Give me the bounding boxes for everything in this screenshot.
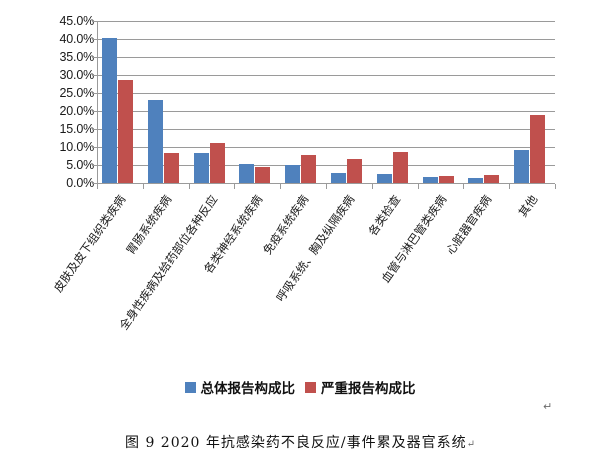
bar-group[interactable]: [189, 0, 235, 183]
x-axis-tick: [509, 184, 510, 189]
x-axis-category-label: 胃肠系统疾病: [124, 193, 174, 258]
bar-group[interactable]: [463, 0, 509, 183]
gridline: [97, 165, 555, 166]
x-axis-line: [97, 183, 555, 184]
x-axis-category-label: 皮肤及皮下组织类疾病: [52, 193, 129, 295]
figure-caption: 图 9 2020 年抗感染药不良反应/事件累及器官系统↵: [0, 432, 600, 452]
bar-total[interactable]: [285, 165, 301, 183]
bar-total[interactable]: [376, 174, 392, 183]
gridline: [97, 111, 555, 112]
bar-total[interactable]: [239, 163, 255, 183]
bar-total[interactable]: [514, 149, 530, 183]
y-axis-tick: [92, 183, 97, 184]
bar-serious[interactable]: [301, 154, 317, 183]
y-axis-tick-label: 25.0%: [59, 86, 95, 100]
y-axis-tick-label: 10.0%: [59, 140, 95, 154]
bar-serious[interactable]: [484, 174, 500, 183]
x-axis-tick: [463, 184, 464, 189]
y-axis-tick: [92, 39, 97, 40]
y-axis-tick-label: 5.0%: [66, 158, 94, 172]
bar-group[interactable]: [234, 0, 280, 183]
x-axis-category-label: 心脏器官疾病: [445, 193, 495, 258]
y-axis-tick-label: 0.0%: [66, 176, 94, 190]
y-axis-tick: [92, 57, 97, 58]
bar-total[interactable]: [422, 176, 438, 183]
bar-serious[interactable]: [255, 167, 271, 183]
x-axis-category-label: 其他: [517, 193, 541, 220]
gridline: [97, 39, 555, 40]
y-axis-tick-label: 45.0%: [59, 14, 95, 28]
y-axis-tick: [92, 21, 97, 22]
y-axis-line: [97, 21, 98, 184]
legend-label-serious: 严重报告构成比: [321, 381, 416, 396]
bar-group[interactable]: [372, 0, 418, 183]
bar-serious[interactable]: [163, 153, 179, 183]
x-axis-tick: [280, 184, 281, 189]
bar-serious[interactable]: [118, 79, 133, 183]
y-axis-labels: 0.0% 5.0% 10.0% 15.0% 20.0% 25.0% 30.0% 35.0% 40…: [38, 0, 95, 200]
caption-return-icon: ↵: [466, 439, 475, 450]
x-axis-category-label: 呼吸系统、胸及纵隔疾病: [274, 193, 358, 305]
x-axis-tick: [97, 184, 98, 189]
bar-serious[interactable]: [347, 158, 362, 183]
gridline: [97, 93, 555, 94]
chart-plot-area: 0.0% 5.0% 10.0% 15.0% 20.0% 25.0% 30.0% 35.0% 40…: [0, 0, 600, 332]
legend-item-serious: 严重报告构成比: [305, 377, 416, 397]
bar-serious[interactable]: [392, 152, 408, 183]
gridline: [97, 147, 555, 148]
gridline: [97, 57, 555, 58]
y-axis-tick: [92, 111, 97, 112]
bar-serious[interactable]: [530, 115, 546, 183]
bar-group[interactable]: [418, 0, 464, 183]
x-axis-category-label: 各类检查: [366, 193, 403, 239]
y-axis-tick: [92, 147, 97, 148]
bar-total[interactable]: [468, 177, 484, 183]
legend-label-total: 总体报告构成比: [200, 381, 296, 396]
gridline: [97, 75, 555, 76]
bar-group[interactable]: [280, 0, 326, 183]
x-axis-tick: [143, 184, 144, 189]
x-axis-tick: [555, 184, 556, 189]
legend-swatch-serious-icon: [305, 381, 316, 393]
figure-caption-text: 图 9 2020 年抗感染药不良反应/事件累及器官系统: [125, 435, 467, 451]
y-axis-tick-label: 15.0%: [59, 122, 95, 136]
bar-serious[interactable]: [209, 142, 225, 183]
bar-group[interactable]: [97, 0, 143, 183]
chart-axes: [92, 0, 557, 200]
legend-item-total: 总体报告构成比: [184, 377, 296, 397]
x-axis-tick: [418, 184, 419, 189]
bar-total[interactable]: [193, 153, 209, 183]
y-axis-tick: [92, 75, 97, 76]
y-axis-tick-label: 20.0%: [59, 104, 95, 118]
bar-group[interactable]: [509, 0, 555, 183]
chart-legend: 总体报告构成比 严重报告构成比: [0, 377, 600, 397]
gridline: [97, 21, 555, 22]
bar-group[interactable]: [326, 0, 372, 183]
bar-total[interactable]: [331, 172, 346, 183]
y-axis-tick: [92, 93, 97, 94]
y-axis-tick-label: 40.0%: [59, 32, 95, 46]
bar-serious[interactable]: [438, 176, 454, 183]
bar-group[interactable]: [143, 0, 189, 183]
x-axis-tick: [326, 184, 327, 189]
x-axis-tick: [189, 184, 190, 189]
x-axis-tick: [234, 184, 235, 189]
bar-total[interactable]: [102, 37, 117, 183]
paragraph-return-icon: ↵: [543, 401, 553, 413]
gridline: [97, 129, 555, 130]
y-axis-tick: [92, 129, 97, 130]
x-axis-category-labels: 皮肤及皮下组织类疾病 胃肠系统疾病 全身性疾病及给药部位各种反应 各类神经系统疾病 免疫…: [0, 186, 600, 366]
bar-total[interactable]: [147, 100, 163, 183]
y-axis-tick-label: 35.0%: [59, 50, 95, 64]
x-axis-tick: [372, 184, 373, 189]
y-axis-tick-label: 30.0%: [59, 68, 95, 82]
bar-series-container: [97, 0, 555, 184]
y-axis-tick: [92, 165, 97, 166]
legend-swatch-total-icon: [184, 381, 196, 393]
